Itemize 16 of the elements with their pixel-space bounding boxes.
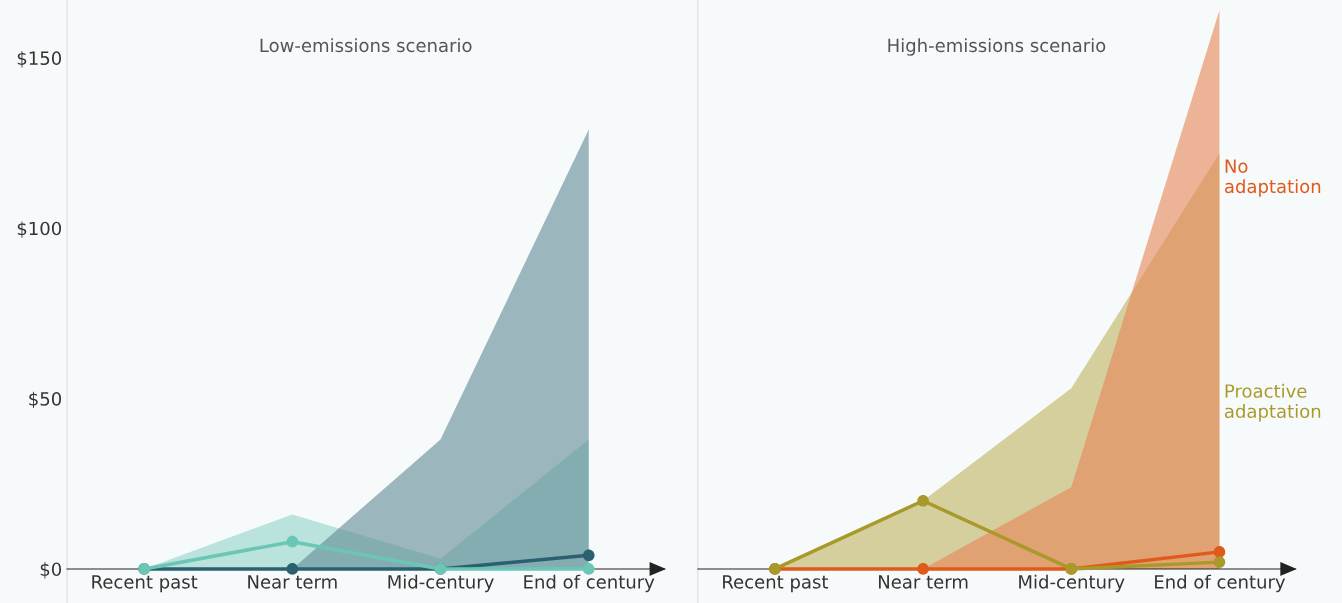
text: Low-emissions scenario [260, 38, 472, 53]
y-tick-label: $0 [40, 562, 62, 579]
x-tick-label: Recent past [92, 575, 198, 593]
y-tick-label: $100 [17, 221, 62, 238]
x-tick-label: Recent past [723, 575, 829, 593]
y-tick-label: $50 [29, 391, 62, 409]
x-tick-label: Mid-century [1019, 574, 1125, 593]
text: Proactive adaptation [1224, 383, 1321, 422]
x-tick-label: Near term [878, 575, 968, 589]
x-tick-label: End of century [1155, 574, 1286, 593]
x-tick-label: Near term [248, 575, 337, 589]
text: High-emissions scenario [888, 38, 1106, 56]
x-tick-label: End of century [524, 574, 655, 593]
x-tick-label: Mid-century [388, 574, 494, 593]
y-tick-label: $150 [17, 51, 62, 68]
text: No adaptation [1224, 159, 1321, 197]
